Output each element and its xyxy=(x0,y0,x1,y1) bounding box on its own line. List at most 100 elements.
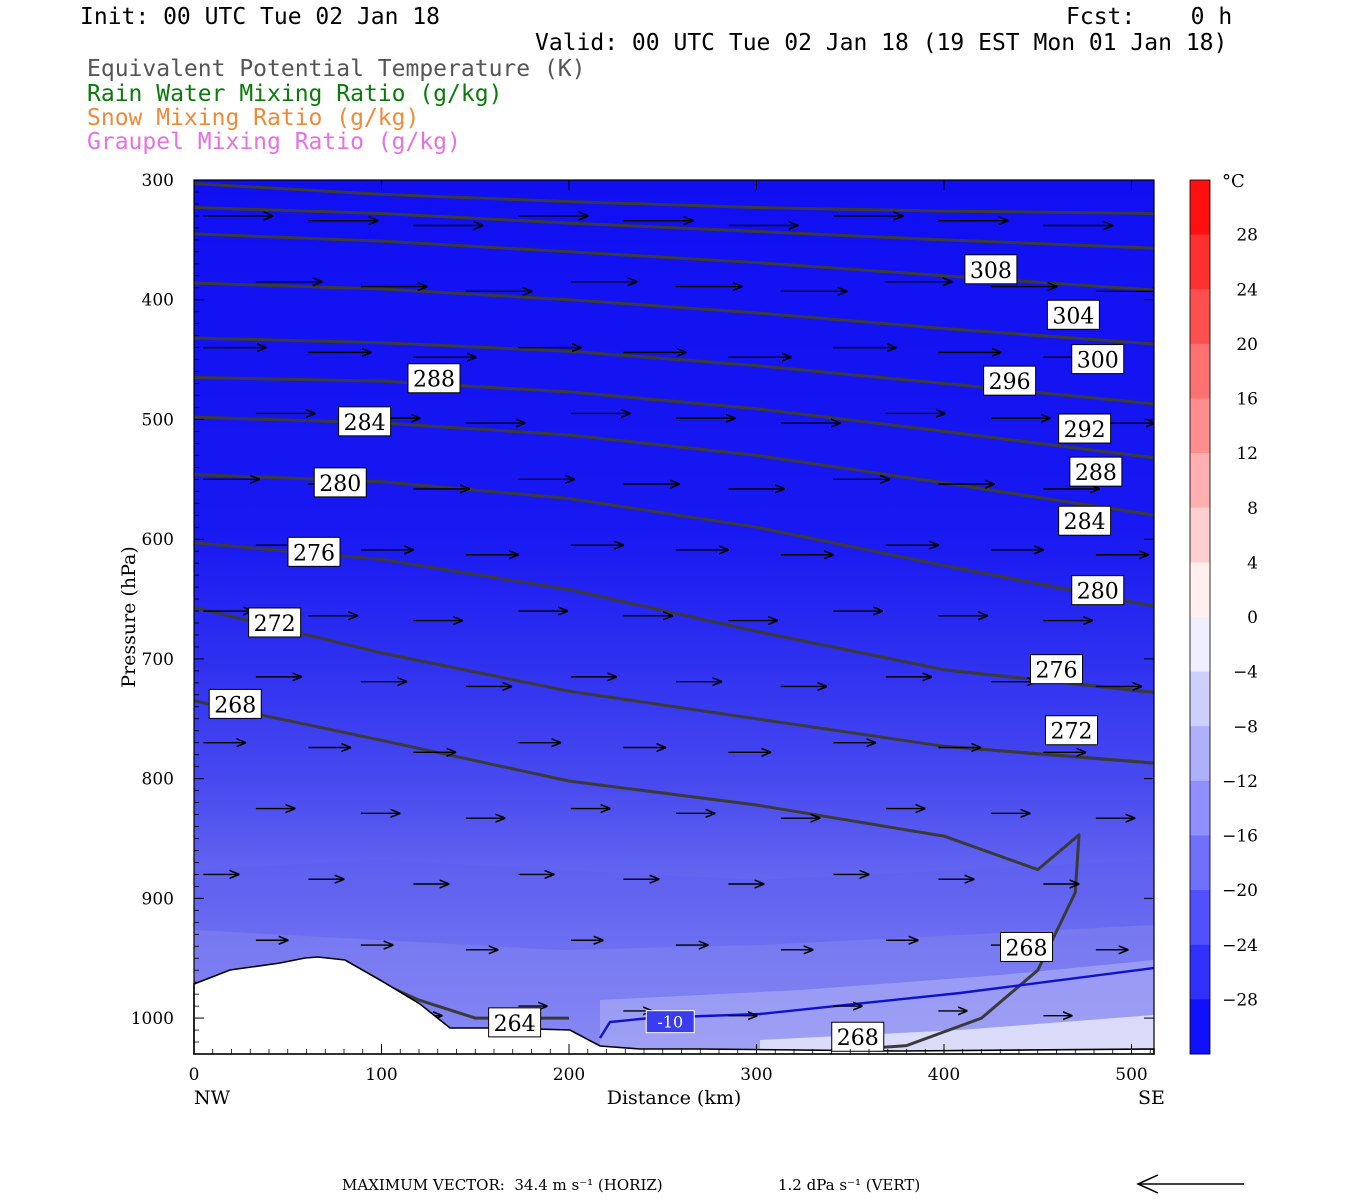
y-tick-label: 400 xyxy=(142,291,174,311)
colorbar-label: 12 xyxy=(1236,444,1258,464)
contour-label-264: 264 xyxy=(488,1007,542,1038)
colorbar-label: −28 xyxy=(1222,990,1258,1010)
colorbar-unit: °C xyxy=(1222,171,1245,192)
legend-graupel: Graupel Mixing Ratio (g/kg) xyxy=(87,129,461,155)
colorbar-bin xyxy=(1190,671,1210,727)
svg-text:292: 292 xyxy=(1064,418,1106,443)
colorbar-label: 28 xyxy=(1236,226,1258,246)
contour-label-300: 300 xyxy=(1071,344,1125,375)
colorbar-label: −20 xyxy=(1222,881,1258,901)
colorbar-label: −12 xyxy=(1222,772,1258,792)
colorbar-label: 24 xyxy=(1236,280,1258,300)
colorbar-label: −4 xyxy=(1233,663,1258,683)
x-tick-label: 0 xyxy=(189,1065,200,1085)
colorbar-bin xyxy=(1190,180,1210,236)
colorbar-bin xyxy=(1190,343,1210,399)
cross-section-chart: 3083043002962922882882842842802802762762… xyxy=(118,171,1258,1109)
contour-label-272: 272 xyxy=(1045,715,1098,746)
colorbar-bin xyxy=(1190,234,1210,290)
y-tick-label: 900 xyxy=(142,889,174,909)
svg-text:280: 280 xyxy=(319,472,361,497)
contour-label-276: 276 xyxy=(1030,654,1083,685)
contour-label-288: 288 xyxy=(1069,456,1123,487)
svg-text:272: 272 xyxy=(254,612,296,637)
colorbar-label: −16 xyxy=(1222,827,1258,847)
max-vector-vert: 1.2 dPa s⁻¹ (VERT) xyxy=(778,1176,921,1194)
colorbar-label: 20 xyxy=(1236,335,1258,355)
legend-theta-e: Equivalent Potential Temperature (K) xyxy=(87,56,586,82)
y-tick-label: 600 xyxy=(142,530,174,550)
forecast-hour: Fcst: 0 h xyxy=(1066,4,1233,30)
contour-label-288: 288 xyxy=(407,363,461,394)
svg-text:268: 268 xyxy=(214,693,256,718)
contour-label-304: 304 xyxy=(1046,299,1100,330)
x-end-label-left: NW xyxy=(194,1087,231,1109)
svg-text:276: 276 xyxy=(1036,659,1078,684)
theta-e-contour-284 xyxy=(943,481,1154,517)
theta-e-contour-308 xyxy=(194,182,1154,215)
contour-label-284: 284 xyxy=(1058,505,1112,536)
y-tick-label: 300 xyxy=(142,171,174,191)
contour-label-296: 296 xyxy=(983,365,1037,396)
colorbar-label: 4 xyxy=(1247,553,1258,573)
theta-e-contour-288 xyxy=(943,429,1154,460)
y-tick-label: 1000 xyxy=(131,1009,174,1029)
contour-label-284: 284 xyxy=(338,406,392,437)
svg-text:264: 264 xyxy=(494,1012,536,1037)
plot-frame xyxy=(193,179,1155,1055)
theta-e-contour-292 xyxy=(194,336,1154,406)
y-tick-label: 700 xyxy=(142,650,174,670)
x-tick-label: 500 xyxy=(1115,1065,1147,1085)
contour-label-268: 268 xyxy=(831,1021,885,1052)
colorbar-label: 0 xyxy=(1247,608,1258,628)
svg-text:284: 284 xyxy=(344,411,386,436)
colorbar-bin xyxy=(1190,453,1210,509)
contour-label-276: 276 xyxy=(287,536,341,567)
colorbar-label: −24 xyxy=(1222,936,1258,956)
svg-text:276: 276 xyxy=(293,541,335,566)
valid-time: Valid: 00 UTC Tue 02 Jan 18 (19 EST Mon … xyxy=(535,30,1228,56)
svg-text:288: 288 xyxy=(413,368,455,393)
max-vector-horiz: MAXIMUM VECTOR: 34.4 m s⁻¹ (HORIZ) xyxy=(342,1176,663,1194)
svg-text:304: 304 xyxy=(1052,304,1094,329)
temperature-contour-label: -10 xyxy=(645,1010,695,1034)
theta-e-contour-304 xyxy=(194,206,1154,250)
x-tick-label: 400 xyxy=(928,1065,960,1085)
theta-e-contour-268 xyxy=(194,699,1081,1054)
colorbar-bin xyxy=(1190,507,1210,563)
y-tick-label: 500 xyxy=(142,410,174,430)
svg-text:280: 280 xyxy=(1077,580,1119,605)
contour-label-280: 280 xyxy=(313,467,367,498)
init-time: Init: 00 UTC Tue 02 Jan 18 xyxy=(80,4,441,30)
colorbar-label: 16 xyxy=(1236,390,1258,410)
legend-rain-water: Rain Water Mixing Ratio (g/kg) xyxy=(87,81,503,107)
contour-label-292: 292 xyxy=(1058,413,1112,444)
contour-label-272: 272 xyxy=(248,607,302,638)
contour-label-308: 308 xyxy=(964,254,1018,285)
x-axis-title: Distance (km) xyxy=(607,1087,742,1109)
x-tick-label: 300 xyxy=(740,1065,772,1085)
colorbar-bin xyxy=(1190,289,1210,345)
x-tick-label: 100 xyxy=(365,1065,397,1085)
y-axis-title: Pressure (hPa) xyxy=(118,546,140,688)
reference-vector-arrow xyxy=(1136,1174,1244,1194)
colorbar-bin xyxy=(1190,726,1210,782)
colorbar-bin xyxy=(1190,835,1210,891)
svg-text:284: 284 xyxy=(1064,510,1106,535)
svg-text:296: 296 xyxy=(989,370,1031,395)
colorbar-bin xyxy=(1190,562,1210,618)
colorbar-frame xyxy=(1189,179,1211,1055)
colorbar-label: −8 xyxy=(1233,717,1258,737)
svg-text:-10: -10 xyxy=(657,1013,683,1032)
colorbar-bin xyxy=(1190,398,1210,454)
colorbar-label: 8 xyxy=(1247,499,1258,519)
contour-label-268: 268 xyxy=(208,688,262,719)
colorbar-bin xyxy=(1190,944,1210,1000)
colorbar-bin xyxy=(1190,617,1210,673)
contour-label-280: 280 xyxy=(1071,575,1125,606)
svg-text:268: 268 xyxy=(837,1026,879,1051)
x-end-label-right: SE xyxy=(1138,1087,1165,1109)
svg-text:268: 268 xyxy=(1006,936,1048,961)
theta-e-contour-296 xyxy=(194,281,1154,346)
legend-snow: Snow Mixing Ratio (g/kg) xyxy=(87,105,420,131)
